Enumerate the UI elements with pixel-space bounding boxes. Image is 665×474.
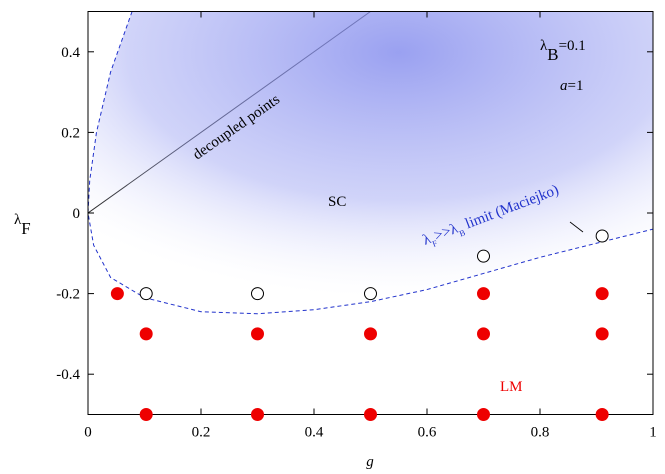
filled-point	[477, 327, 490, 341]
x-tick-label: 0.8	[531, 425, 550, 441]
y-tick-label: 0.2	[61, 125, 80, 141]
text-part: λ	[540, 38, 548, 54]
x-tick-label: 0	[84, 425, 92, 441]
annotation: LM	[500, 379, 523, 395]
text-part: LM	[500, 379, 523, 395]
x-tick-label: 0.2	[192, 425, 211, 441]
filled-point	[364, 408, 377, 421]
filled-point	[364, 327, 377, 341]
y-tick-label: -0.4	[56, 367, 80, 383]
x-tick-label: 0.6	[418, 425, 437, 441]
annotation: a=1	[560, 78, 583, 94]
sc-region	[88, 11, 653, 314]
filled-point	[251, 327, 264, 341]
limit-curve	[88, 11, 653, 315]
y-tick-label: -0.2	[56, 287, 80, 303]
text-part: F	[431, 238, 439, 249]
x-axis-label: g	[366, 454, 374, 470]
open-point	[139, 287, 153, 301]
text-part: F	[21, 219, 30, 238]
y-axis-label: λF	[14, 212, 31, 238]
text-part: SC	[328, 194, 346, 210]
y-tick-label: 0	[73, 206, 81, 222]
text-part: a	[560, 78, 568, 94]
text-part: λ	[14, 212, 22, 228]
open-point	[364, 287, 377, 301]
open-point	[251, 287, 264, 301]
leader-line	[569, 221, 584, 233]
x-tick-label: 0.4	[305, 425, 324, 441]
filled-point	[139, 408, 153, 421]
open-point	[477, 249, 490, 263]
filled-point	[595, 287, 609, 301]
filled-point	[477, 408, 490, 421]
filled-point	[251, 408, 264, 421]
annotation: SC	[328, 194, 346, 210]
text-part: =1	[568, 78, 584, 94]
filled-point	[139, 327, 153, 341]
plot-area	[88, 11, 653, 315]
text-part: =0.1	[559, 38, 586, 54]
annotation: λB=0.1	[540, 38, 586, 64]
y-tick-label: 0.4	[61, 45, 80, 61]
filled-point	[477, 287, 490, 301]
filled-point	[595, 327, 609, 341]
text-part: B	[547, 45, 558, 64]
text-part: B	[458, 227, 467, 238]
open-point	[595, 229, 609, 243]
filled-point	[110, 287, 124, 301]
x-tick-label: 1	[649, 425, 657, 441]
filled-point	[595, 408, 609, 421]
